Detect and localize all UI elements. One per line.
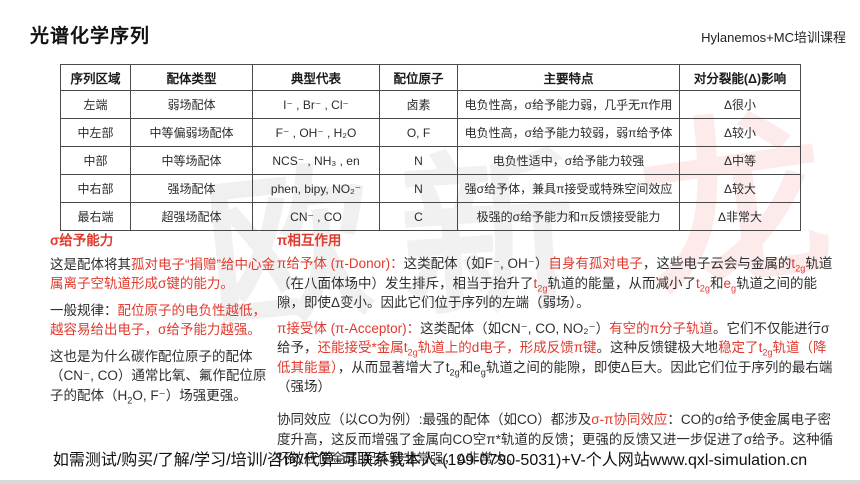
table-cell: I⁻ , Br⁻ , Cl⁻ bbox=[252, 90, 380, 119]
table-cell: 左端 bbox=[60, 90, 131, 119]
table-header-row: 序列区域 配体类型 典型代表 配位原子 主要特点 对分裂能(Δ)影响 bbox=[60, 64, 801, 91]
sigma-definition-paragraph: 这是配体将其孤对电子“捐赠”给中心金属离子空轨道形成σ键的能力。 bbox=[50, 256, 275, 292]
table-cell: CN⁻ , CO bbox=[252, 202, 380, 231]
table-row: 最右端 超强场配体 CN⁻ , CO C 极强的σ给予能力和π反馈接受能力 Δ非常大 bbox=[60, 202, 801, 231]
column-header: 典型代表 bbox=[252, 64, 380, 91]
table-cell: C bbox=[379, 202, 458, 231]
table-cell: 中左部 bbox=[60, 118, 131, 147]
bottom-divider bbox=[0, 480, 860, 484]
table-row: 中右部 强场配体 phen, bipy, NO₂⁻ N 强σ给予体，兼具π接受或特殊空间… bbox=[60, 174, 801, 203]
section-heading-pi: π相互作用 bbox=[277, 233, 342, 248]
table-cell: NCS⁻ , NH₃ , en bbox=[252, 146, 380, 175]
table-cell: Δ较小 bbox=[679, 118, 801, 147]
section-heading-sigma: σ给予能力 bbox=[50, 233, 114, 248]
pi-donor-paragraph: π给予体 (π-Donor)：这类配体（如F⁻, OH⁻）自身有孤对电子，这些电… bbox=[277, 256, 833, 310]
table-cell: 强场配体 bbox=[130, 174, 253, 203]
table-cell: Δ较大 bbox=[679, 174, 801, 203]
table-cell: 超强场配体 bbox=[130, 202, 253, 231]
pi-acceptor-paragraph: π接受体 (π-Acceptor)：这类配体（如CN⁻, CO, NO₂⁻）有空… bbox=[277, 321, 833, 395]
spectrochemical-series-table: 序列区域 配体类型 典型代表 配位原子 主要特点 对分裂能(Δ)影响 左端 弱场配体 I⁻ , … bbox=[60, 64, 801, 231]
sigma-rule-paragraph: 一般规律：配位原子的电负性越低，越容易给出电子，σ给予能力越强。 bbox=[50, 302, 266, 338]
table-cell: 弱场配体 bbox=[130, 90, 253, 119]
table-cell: 卤素 bbox=[379, 90, 458, 119]
table-cell: 中等场配体 bbox=[130, 146, 253, 175]
table-cell: 极强的σ给予能力和π反馈接受能力 bbox=[457, 202, 680, 231]
table-cell: N bbox=[379, 146, 458, 175]
table-cell: 中部 bbox=[60, 146, 131, 175]
page-title: 光谱化学序列 bbox=[30, 26, 151, 47]
table-cell: O, F bbox=[379, 118, 458, 147]
table-cell: 电负性适中，σ给予能力较强 bbox=[457, 146, 680, 175]
table-cell: 最右端 bbox=[60, 202, 131, 231]
table-row: 左端 弱场配体 I⁻ , Br⁻ , Cl⁻ 卤素 电负性高，σ给予能力弱，几乎无π作用… bbox=[60, 90, 801, 119]
column-header: 配位原子 bbox=[379, 64, 458, 91]
table-cell: 中等偏弱场配体 bbox=[130, 118, 253, 147]
column-header: 主要特点 bbox=[457, 64, 680, 91]
sigma-donation-section: σ给予能力 这是配体将其孤对电子“捐赠”给中心金属离子空轨道形成σ键的能力。 一… bbox=[50, 231, 276, 413]
table-cell: 电负性高，σ给予能力较弱，弱π给予体 bbox=[457, 118, 680, 147]
synergy-paragraph: 协同效应（以CO为例）:最强的配体（如CO）都涉及σ-π协同效应：CO的σ给予使… bbox=[277, 412, 834, 466]
sigma-example-paragraph: 这也是为什么碳作配位原子的配体（CN⁻, CO）通常比氧、氟作配位原子的配体（H… bbox=[50, 348, 267, 406]
course-brand-label: Hylanemos+MC培训课程 bbox=[701, 30, 846, 45]
table-cell: Δ很小 bbox=[679, 90, 801, 119]
table-cell: phen, bipy, NO₂⁻ bbox=[252, 174, 380, 203]
table-cell: 电负性高，σ给予能力弱，几乎无π作用 bbox=[457, 90, 680, 119]
pi-interaction-section: π相互作用 π给予体 (π-Donor)：这类配体（如F⁻, OH⁻）自身有孤对… bbox=[277, 231, 837, 475]
table-cell: F⁻ , OH⁻ , H₂O bbox=[252, 118, 380, 147]
table-cell: Δ中等 bbox=[679, 146, 801, 175]
column-header: 对分裂能(Δ)影响 bbox=[679, 64, 801, 91]
table-row: 中部 中等场配体 NCS⁻ , NH₃ , en N 电负性适中，σ给予能力较强 Δ中等 bbox=[60, 146, 801, 175]
contact-footer: 如需测试/购买/了解/学习/培训/咨询/代算-可联系我本人-(199-0790-… bbox=[52, 452, 808, 469]
table-cell: N bbox=[379, 174, 458, 203]
table-cell: Δ非常大 bbox=[679, 202, 801, 231]
table-cell: 强σ给予体，兼具π接受或特殊空间效应 bbox=[457, 174, 680, 203]
table-row: 中左部 中等偏弱场配体 F⁻ , OH⁻ , H₂O O, F 电负性高，σ给予能力较弱… bbox=[60, 118, 801, 147]
table-cell: 中右部 bbox=[60, 174, 131, 203]
column-header: 序列区域 bbox=[60, 64, 131, 91]
column-header: 配体类型 bbox=[130, 64, 253, 91]
